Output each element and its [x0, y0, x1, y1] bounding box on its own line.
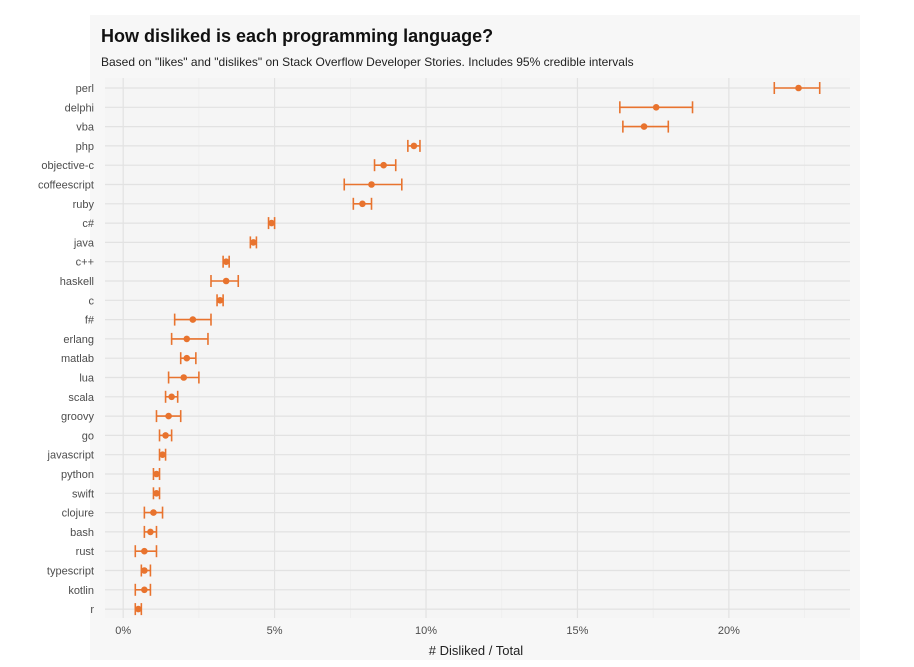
y-tick-label: c++: [76, 257, 94, 269]
language-estimate: [158, 429, 173, 442]
y-tick-label: r: [90, 604, 94, 616]
language-estimate: [343, 178, 403, 191]
language-estimate: [352, 197, 373, 210]
y-tick-label: matlab: [61, 353, 94, 365]
language-estimate: [267, 217, 276, 230]
estimate-point: [222, 258, 230, 266]
estimate-point: [141, 547, 148, 555]
estimate-point: [153, 490, 160, 497]
y-tick-label: c#: [82, 218, 95, 230]
y-tick-label: clojure: [62, 508, 94, 520]
y-tick-label: haskell: [60, 276, 94, 288]
language-estimate: [170, 332, 209, 345]
language-estimate: [143, 525, 158, 538]
estimate-point: [795, 84, 802, 92]
language-estimate: [773, 82, 821, 94]
language-estimate: [143, 506, 164, 519]
x-tick-label: 15%: [566, 625, 588, 637]
estimate-point: [368, 181, 375, 188]
x-axis-labels: 0% 5% 10% 15% 20%: [115, 625, 740, 637]
y-tick-label: coffeescript: [38, 180, 94, 192]
y-tick-label: ruby: [73, 199, 95, 211]
estimate-point: [183, 354, 191, 362]
y-tick-label: bash: [70, 527, 94, 539]
y-tick-label: typescript: [47, 566, 94, 578]
language-estimate: [134, 583, 152, 596]
language-estimate: [134, 603, 143, 616]
estimate-point: [268, 219, 275, 227]
y-tick-label: delphi: [65, 102, 94, 114]
language-estimate: [179, 352, 197, 365]
language-estimate: [173, 313, 212, 326]
language-estimate: [155, 410, 182, 423]
y-tick-label: javascript: [47, 450, 94, 462]
language-estimate: [222, 255, 230, 268]
y-tick-label: groovy: [61, 411, 95, 423]
x-tick-label: 20%: [718, 625, 740, 637]
y-tick-label: objective-c: [41, 160, 94, 172]
estimate-point: [141, 567, 148, 574]
x-axis-title: # Disliked / Total: [429, 643, 524, 658]
estimate-point: [380, 161, 387, 169]
grid-lines: [105, 78, 850, 618]
y-tick-label: java: [73, 237, 95, 249]
y-tick-label: perl: [76, 83, 94, 95]
language-estimate: [210, 275, 240, 287]
plot-panel: [105, 78, 850, 618]
y-tick-label: scala: [68, 392, 95, 404]
y-tick-label: lua: [79, 373, 95, 385]
language-estimate: [167, 371, 200, 384]
language-estimate: [373, 159, 397, 172]
estimate-point: [410, 142, 418, 150]
y-tick-label: kotlin: [68, 585, 94, 597]
x-tick-label: 5%: [267, 625, 283, 637]
estimate-point: [135, 605, 142, 613]
estimate-point: [250, 239, 257, 246]
estimate-point: [180, 374, 188, 381]
estimate-point: [652, 104, 660, 111]
estimate-point: [153, 470, 160, 478]
y-axis-labels: perl delphi vba php objective-c coffeescript r…: [38, 83, 95, 616]
language-estimate: [216, 294, 224, 307]
y-tick-label: python: [61, 469, 94, 481]
estimate-point: [189, 316, 197, 323]
estimate-point: [147, 528, 154, 536]
language-estimate: [152, 487, 161, 500]
estimate-point: [141, 586, 148, 594]
language-estimate: [622, 120, 670, 133]
estimate-point: [222, 277, 230, 285]
x-tick-label: 10%: [415, 625, 437, 637]
estimate-point: [640, 123, 648, 130]
y-tick-label: vba: [76, 122, 95, 134]
estimate-point: [216, 297, 224, 304]
chart-title: How disliked is each programming languag…: [101, 26, 493, 46]
language-estimate: [619, 101, 694, 114]
language-estimate: [152, 468, 161, 480]
estimate-point: [150, 509, 157, 516]
language-estimate: [407, 139, 421, 152]
estimate-point: [183, 335, 191, 343]
y-tick-label: f#: [85, 315, 95, 327]
y-tick-label: c: [89, 295, 95, 307]
chart-subtitle: Based on "likes" and "dislikes" on Stack…: [101, 55, 634, 69]
language-estimate: [140, 564, 152, 577]
estimate-point: [165, 412, 172, 420]
data-marks: [134, 82, 821, 616]
x-tick-label: 0%: [115, 625, 131, 637]
estimate-point: [359, 200, 366, 208]
language-estimate: [134, 545, 158, 558]
language-estimate: [164, 390, 179, 403]
estimate-point: [162, 432, 169, 439]
estimate-point: [168, 393, 175, 401]
y-tick-label: swift: [72, 488, 94, 500]
y-tick-label: rust: [76, 546, 94, 558]
estimate-point: [159, 451, 166, 459]
language-estimate: [249, 236, 258, 249]
y-tick-label: php: [76, 141, 94, 153]
language-estimate: [158, 448, 167, 461]
y-tick-label: go: [82, 430, 94, 442]
y-tick-label: erlang: [63, 334, 94, 346]
